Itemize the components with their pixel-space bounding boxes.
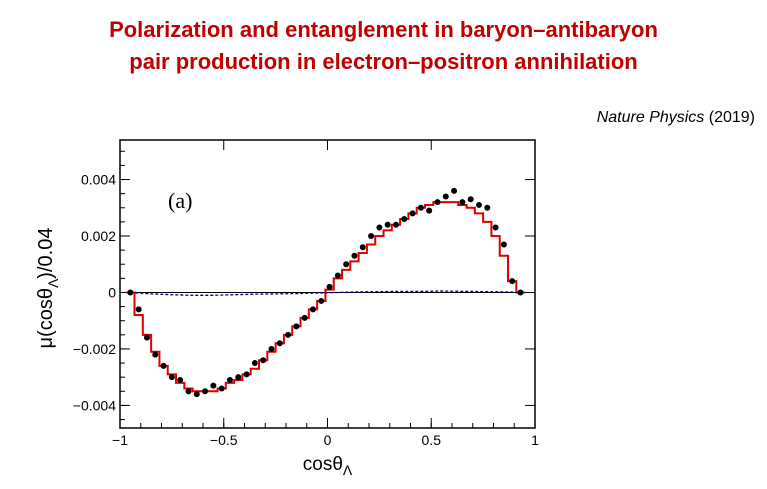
data-point <box>285 331 292 338</box>
data-point <box>218 385 225 392</box>
x-tick-label: −1 <box>112 432 128 448</box>
y-axis-label-main: μ(cosθ <box>35 288 57 348</box>
journal-name: Nature Physics <box>596 109 705 126</box>
data-point <box>251 360 258 367</box>
data-point <box>135 306 142 313</box>
x-tick-label: 0 <box>324 432 332 448</box>
data-point <box>235 374 242 381</box>
title-line-2: pair production in electron–positron ann… <box>129 49 638 74</box>
data-point <box>160 362 167 369</box>
data-point <box>359 244 366 251</box>
data-point <box>417 204 424 211</box>
y-tick-label: 0 <box>108 284 116 300</box>
x-tick-label: −0.5 <box>210 432 238 448</box>
x-axis-label-subscript: Λ <box>343 462 353 478</box>
data-point <box>177 377 184 383</box>
data-point <box>500 241 507 248</box>
data-point <box>309 306 316 313</box>
data-point <box>409 210 416 217</box>
x-tick-label: 0.5 <box>422 432 442 448</box>
y-tick-label: 0.004 <box>81 172 116 188</box>
data-point <box>152 351 159 358</box>
data-point <box>301 314 308 321</box>
y-axis-label: μ(cosθΛ)/0.04 <box>35 228 61 349</box>
data-point <box>467 196 474 203</box>
data-point <box>392 221 399 228</box>
publication-year: (2019) <box>708 109 755 126</box>
data-point <box>426 207 433 214</box>
data-point <box>226 377 233 383</box>
data-point <box>326 283 333 290</box>
data-point <box>451 187 458 194</box>
y-tick-label: 0.002 <box>81 228 116 244</box>
data-point <box>509 278 516 285</box>
panel-label: (a) <box>168 188 192 213</box>
data-point <box>243 371 250 378</box>
x-axis-label: cosθΛ <box>303 454 353 478</box>
data-point <box>260 357 267 364</box>
citation: Nature Physics (2019) <box>597 109 755 127</box>
data-point <box>143 334 150 341</box>
data-point <box>351 252 358 259</box>
data-point <box>475 201 482 208</box>
data-point <box>376 224 383 231</box>
data-point <box>384 221 391 228</box>
title-line-1: Polarization and entanglement in baryon–… <box>109 17 658 42</box>
data-point <box>459 199 466 206</box>
data-point <box>368 233 375 239</box>
x-tick-label: 1 <box>531 432 539 448</box>
data-point <box>343 261 350 268</box>
figure-title: Polarization and entanglement in baryon–… <box>0 14 767 78</box>
plot-frame <box>119 139 536 429</box>
data-point <box>434 199 441 206</box>
data-point <box>334 272 341 279</box>
data-point <box>293 323 300 330</box>
y-axis-label-suffix: )/0.04 <box>35 228 57 279</box>
data-point <box>268 345 275 352</box>
data-point <box>401 216 408 223</box>
y-tick-label: −0.002 <box>73 341 116 357</box>
data-point <box>202 388 209 395</box>
y-axis-label-subscript: Λ <box>45 278 61 288</box>
data-point <box>442 193 449 200</box>
data-point <box>210 382 217 389</box>
data-point <box>318 297 325 304</box>
data-point <box>276 340 283 347</box>
data-point <box>517 289 524 296</box>
fit-step-curve <box>126 201 525 393</box>
data-point <box>484 204 491 211</box>
y-tick-label: −0.004 <box>73 397 116 413</box>
data-point <box>492 224 499 231</box>
data-point <box>168 374 175 381</box>
data-point <box>185 388 192 395</box>
baseline-series <box>130 290 525 296</box>
data-point <box>127 289 134 296</box>
data-point <box>193 391 200 398</box>
